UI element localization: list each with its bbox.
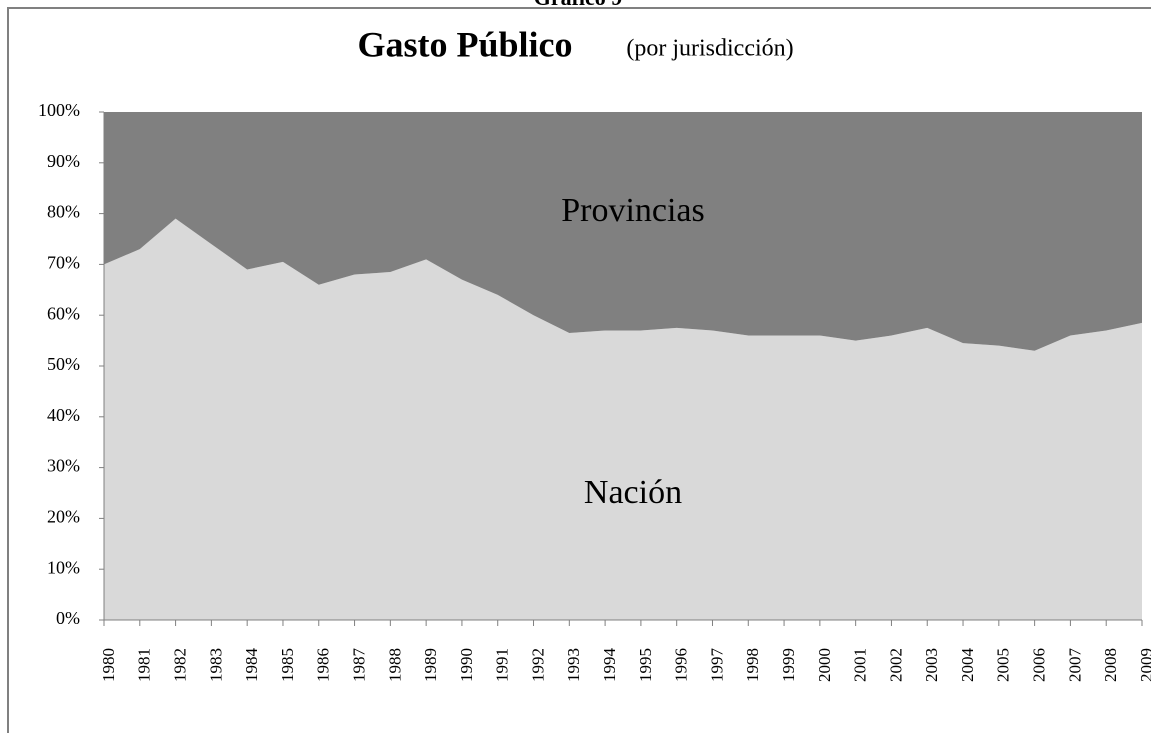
y-tick-label: 0% [56,608,80,628]
y-tick-label: 40% [47,405,80,425]
x-tick-label: 2001 [851,648,870,682]
area [104,218,1142,620]
series-label: Provincias [561,192,705,229]
y-tick-label: 60% [47,303,80,323]
x-tick-label: 2003 [922,648,941,682]
x-tick-label: 2006 [1030,648,1049,682]
x-tick-label: 1983 [206,648,225,682]
x-tick-label: 2007 [1065,648,1084,683]
x-tick-label: 1991 [493,648,512,682]
y-tick-label: 50% [47,354,80,374]
x-tick-label: 1984 [242,648,261,683]
x-tick-label: 1998 [743,648,762,682]
x-tick-label: 2005 [994,648,1013,682]
x-tick-label: 2009 [1137,648,1151,682]
y-tick-label: 30% [47,456,80,476]
x-tick-label: 1994 [600,648,619,683]
x-tick-label: 1986 [314,648,333,682]
x-tick-label: 1996 [672,648,691,682]
figure-header: Gráfico 9 [534,0,623,10]
x-tick-label: 1981 [135,648,154,682]
x-tick-label: 1985 [278,648,297,682]
x-tick-label: 1993 [564,648,583,682]
x-tick-label: 1995 [636,648,655,682]
y-tick-label: 90% [47,151,80,171]
y-tick-label: 10% [47,557,80,577]
chart-subtitle: (por jurisdicción) [626,36,793,62]
series-label: Nación [584,474,682,511]
x-tick-label: 1980 [99,648,118,682]
y-tick-label: 20% [47,507,80,527]
y-tick-label: 80% [47,202,80,222]
x-tick-label: 1997 [707,648,726,683]
area [104,112,1142,351]
x-tick-label: 1982 [170,648,189,682]
x-tick-label: 1988 [385,648,404,682]
y-tick-label: 70% [47,253,80,273]
x-tick-label: 1987 [349,648,368,683]
y-tick-label: 100% [38,100,80,120]
x-tick-label: 1989 [421,648,440,682]
x-tick-label: 1992 [528,648,547,682]
x-tick-label: 2000 [815,648,834,682]
x-tick-label: 2008 [1101,648,1120,682]
x-tick-label: 2004 [958,648,977,683]
x-tick-label: 1990 [457,648,476,682]
chart-title: Gasto Público [357,24,572,64]
x-tick-label: 2002 [886,648,905,682]
x-tick-label: 1999 [779,648,798,682]
